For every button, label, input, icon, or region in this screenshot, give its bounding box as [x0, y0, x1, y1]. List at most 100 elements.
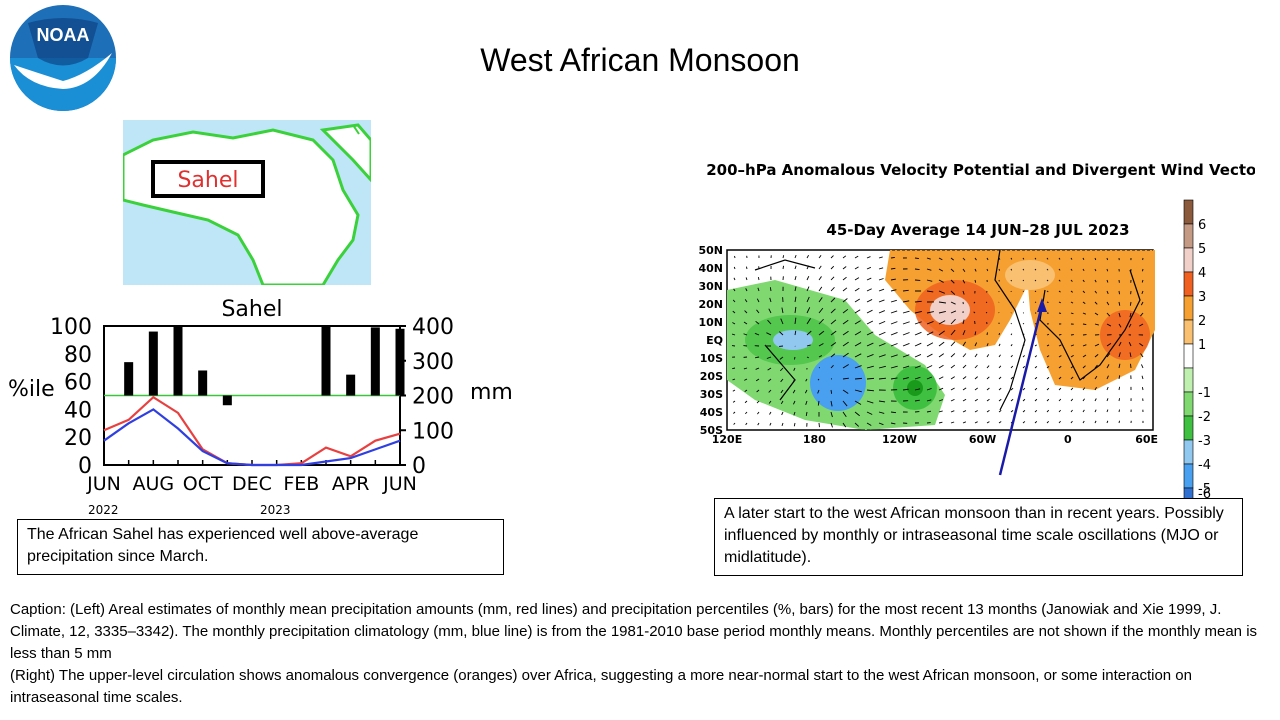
climatology-line: [103, 408, 401, 467]
colorbar-label: 2: [1198, 314, 1206, 329]
wind-vector: [1141, 375, 1144, 380]
wind-vector: [973, 311, 976, 314]
wind-vector: [756, 400, 760, 404]
wind-vector: [926, 331, 934, 336]
wind-vector: [950, 310, 957, 314]
wind-vector: [1070, 279, 1073, 282]
x-tick-label: APR: [332, 473, 370, 495]
x-tick-label: JUN: [86, 473, 121, 495]
wind-vector: [938, 301, 946, 304]
wind-vector: [854, 377, 863, 380]
wind-vector: [1070, 312, 1074, 315]
y-left-axis-label: %ile: [8, 377, 55, 402]
year-label-2023: 2023: [260, 503, 291, 517]
wind-vector: [962, 290, 965, 295]
wind-vector: [1094, 409, 1097, 413]
wind-vector: [890, 267, 896, 270]
colorbar-label: -5: [1198, 482, 1211, 497]
wind-vector: [756, 389, 760, 393]
sahel-map-label: Sahel: [177, 168, 238, 193]
wind-vector: [866, 377, 875, 380]
wind-vector: [1094, 420, 1097, 424]
wind-vector: [890, 422, 896, 425]
wind-vector: [769, 422, 772, 426]
wind-vector: [830, 308, 836, 314]
wind-vector: [804, 389, 808, 394]
wind-vector: [780, 389, 784, 394]
wind-vector: [926, 410, 932, 413]
wind-vector: [818, 286, 823, 292]
wind-vector: [1046, 333, 1050, 336]
wind-vector: [854, 255, 859, 259]
wind-vector: [1058, 398, 1062, 402]
wind-vector: [950, 353, 956, 358]
wind-vector: [755, 367, 760, 370]
wind-vector: [950, 257, 954, 261]
wind-vector: [1118, 290, 1120, 295]
wind-vector: [782, 255, 785, 259]
wind-vector: [1070, 398, 1074, 402]
wind-vector: [1094, 398, 1097, 402]
wind-vector: [1106, 268, 1109, 272]
blue-anomaly: [810, 355, 866, 411]
wind-vector: [1094, 290, 1097, 294]
wind-vector: [1106, 342, 1112, 347]
wind-vector: [754, 356, 760, 359]
wind-vector: [744, 400, 748, 404]
wind-vector: [854, 298, 860, 303]
wind-vector: [1106, 312, 1111, 317]
wind-vector: [1046, 376, 1050, 380]
wind-vector: [1094, 364, 1098, 369]
wind-vector: [766, 356, 772, 359]
wind-vector: [974, 279, 977, 283]
wind-vector: [792, 378, 796, 383]
wind-vector: [842, 298, 848, 303]
y-right-tick-label: 0: [412, 454, 426, 479]
percentile-bar: [370, 327, 380, 396]
wind-vector: [974, 410, 978, 413]
wind-vector: [902, 354, 910, 358]
wind-vector: [962, 341, 966, 347]
wind-vector: [1094, 343, 1100, 347]
wind-vector: [878, 278, 884, 281]
wind-vector: [890, 278, 896, 281]
wind-vector: [902, 310, 910, 314]
wind-vector: [902, 388, 909, 391]
wind-vector: [998, 268, 1001, 271]
wind-vector: [890, 332, 898, 336]
y-left-tick-label: 80: [64, 343, 92, 368]
wind-vector: [938, 410, 943, 413]
latitude-label: 50S: [700, 424, 723, 437]
wind-vector: [878, 288, 885, 292]
wind-vector: [962, 364, 967, 369]
x-tick-label: JUN: [382, 473, 417, 495]
wind-vector: [1094, 301, 1098, 305]
wind-vector: [974, 398, 978, 402]
wind-vector: [1094, 257, 1097, 261]
wind-vector: [1058, 301, 1061, 304]
wind-vector: [1082, 365, 1086, 369]
wind-vector: [830, 287, 835, 292]
wind-vector: [914, 388, 921, 391]
wind-vector: [806, 318, 811, 325]
wind-vector: [1070, 409, 1073, 413]
wind-vector: [914, 342, 922, 347]
wind-vector: [818, 355, 822, 358]
wind-vector: [926, 290, 934, 293]
y-left-tick-label: 20: [64, 426, 92, 451]
wind-vector: [731, 333, 736, 336]
wind-vector: [766, 332, 772, 336]
wind-vector: [950, 387, 955, 391]
wind-vector: [779, 331, 784, 336]
colorbar-segment: [1183, 367, 1194, 393]
y-right-tick-label: 200: [412, 385, 454, 410]
wind-vector: [780, 367, 784, 372]
longitude-label: 60W: [969, 433, 996, 446]
wind-vector: [745, 288, 748, 292]
wind-vector: [1046, 355, 1050, 358]
wind-vector: [1046, 279, 1049, 282]
wind-vector: [806, 276, 810, 281]
colorbar-label: 3: [1198, 290, 1206, 305]
wind-vector: [1142, 268, 1144, 272]
